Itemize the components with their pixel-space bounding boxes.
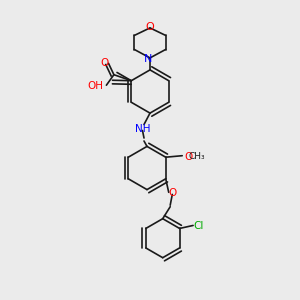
Text: NH: NH (135, 124, 150, 134)
Text: O: O (184, 152, 192, 162)
Text: N: N (144, 54, 153, 64)
Text: O: O (101, 58, 109, 68)
Text: OH: OH (87, 81, 104, 91)
Text: CH₃: CH₃ (188, 152, 205, 161)
Text: O: O (146, 22, 154, 32)
Text: Cl: Cl (193, 221, 204, 232)
Text: O: O (168, 188, 176, 198)
